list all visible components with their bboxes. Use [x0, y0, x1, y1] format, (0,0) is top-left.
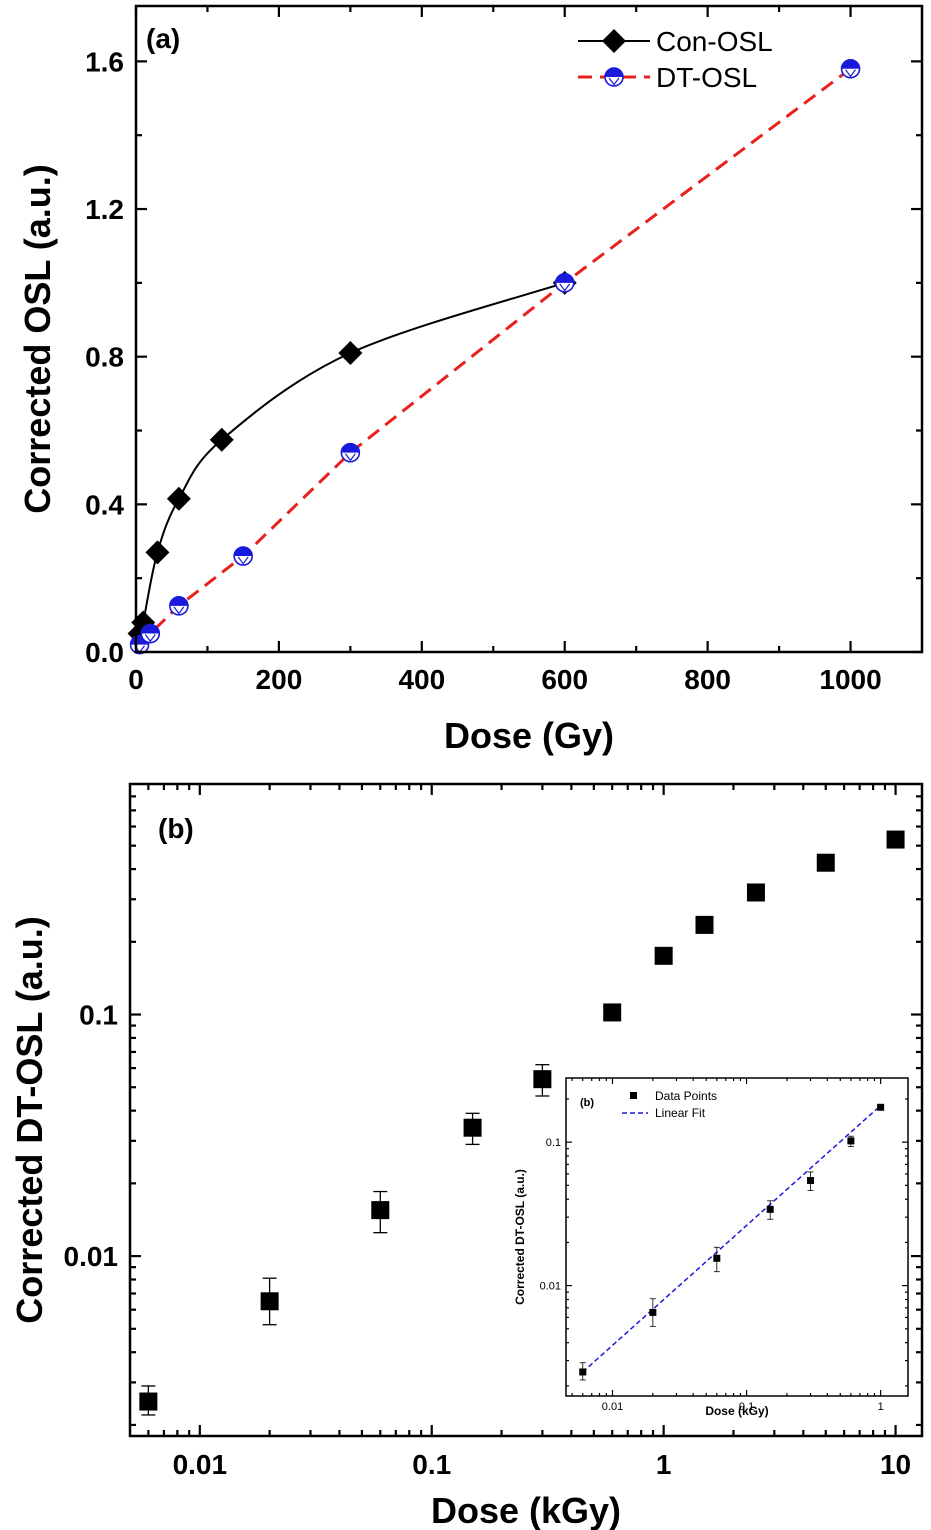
legend-dt-osl-marker-fill [605, 68, 623, 77]
inset-background [566, 1078, 908, 1396]
plot-frame [134, 4, 924, 654]
dt-osl-point-chevron [173, 606, 185, 615]
dt-osl-point-fill [141, 624, 160, 634]
panel-a-chart: 0 200 400 600 800 1000 0.0 0.4 0.8 1.2 1.6 (a) Con-O… [17, 4, 924, 756]
dt-osl-point [233, 546, 253, 566]
inset-x-tick-label: 1 [878, 1401, 884, 1413]
data-point [886, 830, 905, 849]
inset-y-tick-label: 0.01 [540, 1281, 561, 1293]
inset-data-point [713, 1254, 721, 1262]
data-point [695, 915, 714, 934]
inset-x-axis-label: Dose (kGy) [705, 1404, 768, 1418]
x-tick-label: 600 [541, 664, 588, 695]
inset-y-axis-label: Corrected DT-OSL (a.u.) [513, 1169, 527, 1305]
y-axis-label: Corrected DT-OSL (a.u.) [9, 916, 50, 1323]
y-tick-label: 0.01 [64, 1241, 119, 1272]
y-tick-label: 1.2 [85, 194, 124, 225]
data-point [816, 853, 835, 872]
y-tick-label: 0.1 [79, 1000, 118, 1031]
panel-label: (b) [158, 813, 194, 844]
inset-data-point [807, 1177, 815, 1185]
legend: Con-OSL DT-OSL [578, 26, 773, 93]
x-tick-label: 0.1 [412, 1449, 451, 1480]
dt-osl-point-chevron [559, 283, 571, 292]
inset-data-point [649, 1308, 657, 1316]
inset-legend-data-marker [630, 1092, 637, 1099]
legend-con-osl-label: Con-OSL [656, 26, 773, 57]
inset-y-tick-label: 0.1 [546, 1137, 561, 1149]
x-tick-label: 1 [656, 1449, 672, 1480]
dt-osl-point-chevron [237, 556, 249, 565]
con-osl-point [166, 486, 191, 511]
dt-osl-point [340, 442, 361, 463]
dt-osl-point [140, 623, 161, 644]
inset-x-tick-label: 0.01 [602, 1401, 623, 1413]
data-point [139, 1392, 158, 1411]
dt-osl-point-fill [341, 443, 360, 453]
inset-legend: Data Points Linear Fit [622, 1089, 717, 1120]
x-tick-label: 200 [256, 664, 303, 695]
y-axis-label: Corrected OSL (a.u.) [17, 164, 58, 513]
dt-osl-point-chevron [845, 69, 856, 78]
plot-frame [128, 782, 924, 1438]
y-tick-label: 0.0 [85, 637, 124, 668]
panel-b-chart: 0.01 0.1 1 10 0.01 0.1 (b) Dose (kGy) Corrected … [9, 782, 924, 1530]
con-osl-point [145, 540, 170, 565]
x-tick-label: 400 [398, 664, 445, 695]
panel-label: (a) [146, 23, 180, 54]
x-tick-label: 0 [128, 664, 144, 695]
dt-osl-point-fill [169, 596, 188, 606]
inset-linear-fit-line [582, 1104, 882, 1373]
inset-data-point [579, 1368, 587, 1376]
con-osl-line [135, 281, 566, 653]
dt-osl-point [169, 596, 189, 616]
inset-panel-label: (b) [580, 1097, 594, 1109]
inset-data-point [877, 1103, 885, 1111]
dt-osl-point [840, 58, 861, 79]
dt-osl-point-fill [555, 273, 574, 283]
dt-osl-point-chevron [344, 453, 356, 462]
data-point [463, 1118, 482, 1137]
legend-dt-osl-marker-chevron [608, 77, 620, 86]
x-tick-label: 1000 [819, 664, 881, 695]
legend-dt-osl-label: DT-OSL [656, 62, 757, 93]
inset-data-point [847, 1137, 855, 1145]
inset-x-tick-label: 0.1 [739, 1401, 754, 1413]
con-osl-point [209, 427, 234, 452]
inset-legend-fit-label: Linear Fit [655, 1106, 706, 1120]
legend-dt-osl-marker [604, 67, 624, 87]
dt-osl-point-fill [841, 59, 860, 69]
inset-data-point [766, 1205, 774, 1213]
y-tick-label: 0.8 [85, 342, 124, 373]
inset-legend-data-label: Data Points [655, 1089, 717, 1103]
data-point [746, 883, 765, 902]
x-tick-label: 800 [684, 664, 731, 695]
con-osl-point [338, 340, 363, 365]
dt-osl-point-chevron [144, 634, 156, 643]
x-tick-label: 10 [880, 1449, 911, 1480]
data-point [533, 1070, 552, 1089]
data-point [260, 1292, 279, 1311]
dt-osl-point-fill [234, 547, 253, 557]
y-tick-label: 0.4 [85, 489, 124, 520]
data-point [654, 946, 673, 965]
x-axis-label: Dose (kGy) [431, 1490, 621, 1530]
legend-con-osl-marker [602, 29, 626, 53]
data-point [371, 1201, 390, 1220]
x-tick-label: 0.01 [173, 1449, 228, 1480]
dt-osl-point [554, 273, 575, 293]
inset-frame [565, 1077, 909, 1397]
data-point [603, 1003, 622, 1022]
y-tick-label: 1.6 [85, 46, 124, 77]
x-axis-label: Dose (Gy) [444, 715, 614, 756]
